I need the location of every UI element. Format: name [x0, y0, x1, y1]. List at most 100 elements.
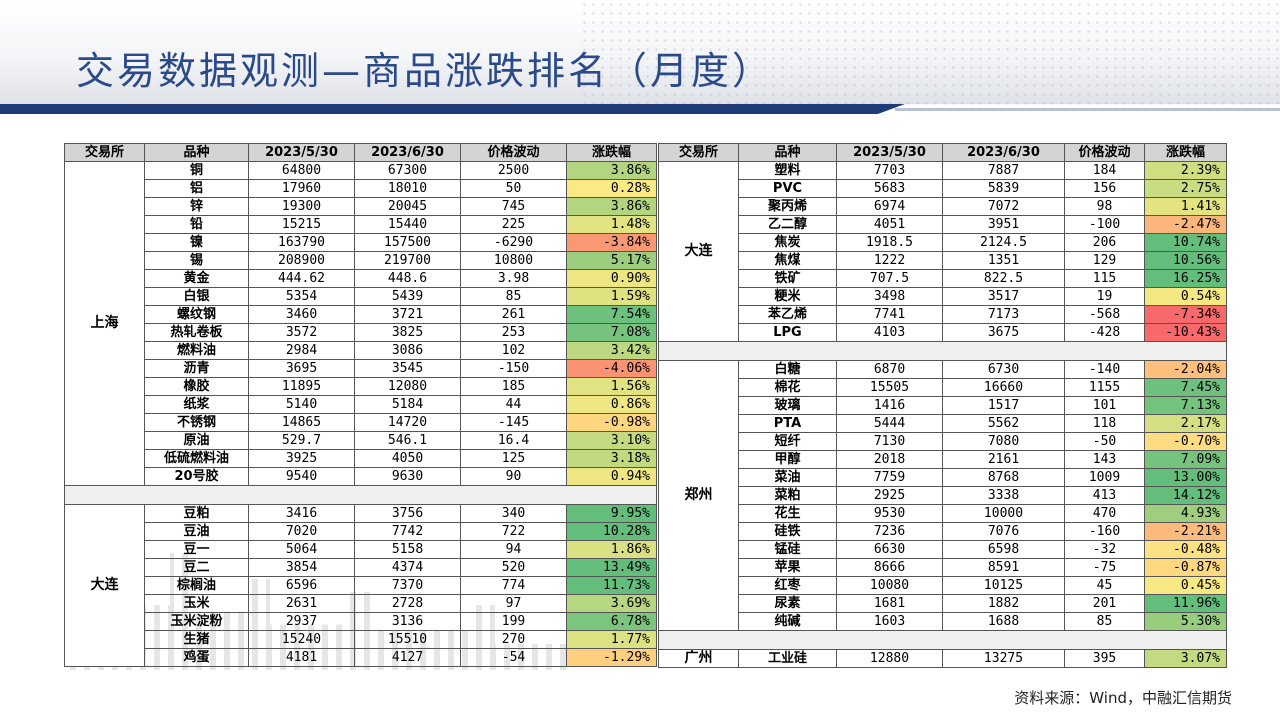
column-header: 交易所 — [64, 143, 145, 162]
commodity-name: 甲醇 — [738, 450, 837, 469]
price-change: 774 — [460, 576, 567, 595]
price-change: 16.4 — [460, 431, 567, 450]
pct-change-cell: 1.56% — [566, 377, 657, 396]
price-change: -145 — [460, 413, 567, 432]
price-2023-06-30: 3675 — [942, 323, 1065, 342]
table-header-row: 交易所 品种 2023/5/30 2023/6/30 价格波动 涨跌幅 — [658, 143, 1227, 162]
price-2023-05-30: 7759 — [836, 468, 943, 487]
page-title: 交易数据观测—商品涨跌排名（月度） — [76, 49, 774, 93]
price-2023-05-30: 17960 — [248, 179, 355, 198]
price-2023-06-30: 822.5 — [942, 269, 1065, 288]
table-row: LPG 4103 3675 -428 -10.43% — [659, 323, 1227, 342]
price-change: 201 — [1064, 594, 1145, 613]
pct-change-cell: 10.74% — [1144, 233, 1227, 252]
commodity-name: 燃料油 — [144, 341, 249, 360]
pct-change-cell: 3.10% — [566, 431, 657, 450]
price-2023-05-30: 15240 — [248, 630, 355, 649]
table-row: 甲醇 2018 2161 143 7.09% — [659, 450, 1227, 469]
pct-change-cell: 0.94% — [566, 467, 657, 486]
table-row: 苹果 8666 8591 -75 -0.87% — [659, 558, 1227, 577]
table-row: 燃料油 2984 3086 102 3.42% — [65, 341, 657, 360]
price-2023-06-30: 3136 — [354, 612, 461, 631]
price-change: 1155 — [1064, 378, 1145, 397]
price-change: 85 — [460, 287, 567, 306]
price-change: 125 — [460, 449, 567, 468]
price-change: 520 — [460, 558, 567, 577]
price-2023-05-30: 5354 — [248, 287, 355, 306]
pct-change-cell: 9.95% — [566, 504, 657, 523]
price-change: 261 — [460, 305, 567, 324]
column-header: 价格波动 — [1064, 143, 1145, 162]
table-row: 铝 17960 18010 50 0.28% — [65, 179, 657, 198]
table-row: 广州 工业硅 12880 13275 395 3.07% — [658, 649, 1227, 668]
price-2023-05-30: 3460 — [248, 305, 355, 324]
commodity-name: 豆二 — [144, 558, 249, 577]
price-change: -568 — [1064, 305, 1145, 324]
price-change: 206 — [1064, 233, 1145, 252]
table-row: 锡 208900 219700 10800 5.17% — [65, 251, 657, 270]
column-header: 品种 — [738, 143, 837, 162]
commodity-name: 苹果 — [738, 558, 837, 577]
price-2023-06-30: 10000 — [942, 504, 1065, 523]
commodity-name: 原油 — [144, 431, 249, 450]
price-2023-05-30: 15215 — [248, 215, 355, 234]
price-change: 413 — [1064, 486, 1145, 505]
price-2023-06-30: 16660 — [942, 378, 1065, 397]
pct-change-cell: 7.08% — [566, 323, 657, 342]
pct-change-cell: -2.04% — [1144, 360, 1227, 379]
header-band — [0, 0, 1280, 118]
section-separator-row — [658, 630, 1227, 650]
price-change: 19 — [1064, 287, 1145, 306]
price-2023-05-30: 3925 — [248, 449, 355, 468]
price-2023-05-30: 2631 — [248, 594, 355, 613]
table-row: 铅 15215 15440 225 1.48% — [65, 215, 657, 234]
price-2023-05-30: 3416 — [248, 504, 355, 523]
table-row: 短纤 7130 7080 -50 -0.70% — [659, 432, 1227, 451]
commodity-name: 热轧卷板 — [144, 323, 249, 342]
pct-change-cell: 2.75% — [1144, 179, 1227, 198]
price-2023-06-30: 12080 — [354, 377, 461, 396]
header-accent-line — [895, 108, 1280, 111]
table-row: 纸浆 5140 5184 44 0.86% — [65, 395, 657, 414]
separator-cell — [658, 630, 1227, 650]
price-2023-06-30: 4127 — [354, 648, 461, 667]
pct-change-cell: 3.07% — [1144, 649, 1227, 668]
pct-change-cell: -3.84% — [566, 233, 657, 252]
price-2023-06-30: 5562 — [942, 414, 1065, 433]
price-change: -140 — [1064, 360, 1145, 379]
header-background — [0, 0, 1280, 104]
table-row: 沥青 3695 3545 -150 -4.06% — [65, 359, 657, 378]
commodity-name: 玉米淀粉 — [144, 612, 249, 631]
table-row: 鸡蛋 4181 4127 -54 -1.29% — [65, 648, 657, 667]
pct-change-cell: 7.45% — [1144, 378, 1227, 397]
price-2023-06-30: 3545 — [354, 359, 461, 378]
price-2023-05-30: 12880 — [836, 649, 943, 668]
price-2023-05-30: 5064 — [248, 540, 355, 559]
price-2023-05-30: 1918.5 — [836, 233, 943, 252]
price-2023-05-30: 444.62 — [248, 269, 355, 288]
price-change: 85 — [1064, 612, 1145, 631]
pct-change-cell: 0.86% — [566, 395, 657, 414]
commodity-name: 豆一 — [144, 540, 249, 559]
price-2023-06-30: 15510 — [354, 630, 461, 649]
table-row: PTA 5444 5562 118 2.17% — [659, 414, 1227, 433]
pct-change-cell: 7.09% — [1144, 450, 1227, 469]
price-2023-06-30: 5839 — [942, 179, 1065, 198]
price-2023-05-30: 4181 — [248, 648, 355, 667]
commodity-name: 棉花 — [738, 378, 837, 397]
source-note: 资料来源：Wind，中融汇信期货 — [1014, 689, 1232, 707]
table-row: 棉花 15505 16660 1155 7.45% — [659, 378, 1227, 397]
price-change: 184 — [1064, 161, 1145, 180]
pct-change-cell: -0.70% — [1144, 432, 1227, 451]
price-2023-06-30: 3517 — [942, 287, 1065, 306]
pct-change-cell: 7.54% — [566, 305, 657, 324]
price-change: 2500 — [460, 161, 567, 180]
price-change: 143 — [1064, 450, 1145, 469]
commodity-name: 红枣 — [738, 576, 837, 595]
price-change: 270 — [460, 630, 567, 649]
price-2023-05-30: 2925 — [836, 486, 943, 505]
table-row: 玉米淀粉 2937 3136 199 6.78% — [65, 612, 657, 631]
price-change: 395 — [1064, 649, 1145, 668]
price-2023-05-30: 707.5 — [836, 269, 943, 288]
exchange-cell: 广州 — [658, 649, 739, 668]
